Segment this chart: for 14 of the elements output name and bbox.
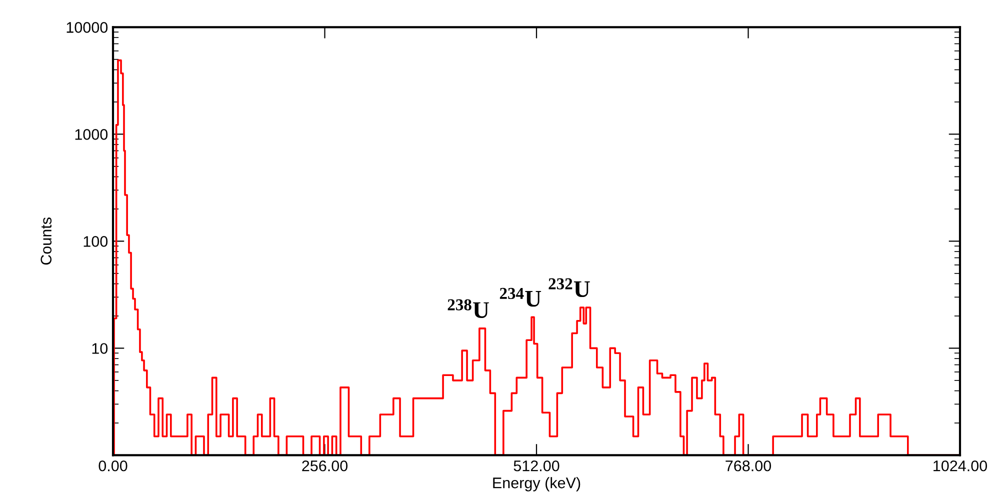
y-axis-title: Counts [40,218,52,265]
y-tick-label: 10 [92,343,108,354]
x-tick-label: 256.00 [302,460,348,472]
y-tick-label: 1000 [75,129,108,140]
y-tick-label: 100 [84,236,108,247]
annotation: $^{238}$U [448,299,489,318]
x-tick-label: 0.00 [98,460,128,472]
x-tick-label: 512.00 [514,460,560,472]
annotation: $^{232}$U [548,278,590,298]
x-tick-label: 768.00 [726,460,772,472]
x-tick-label: 1024.00 [934,460,988,472]
y-tick-label: 10000 [66,22,108,33]
x-axis-title: Energy (keV) [493,477,580,492]
annotation: $^{234}$U [500,288,542,307]
